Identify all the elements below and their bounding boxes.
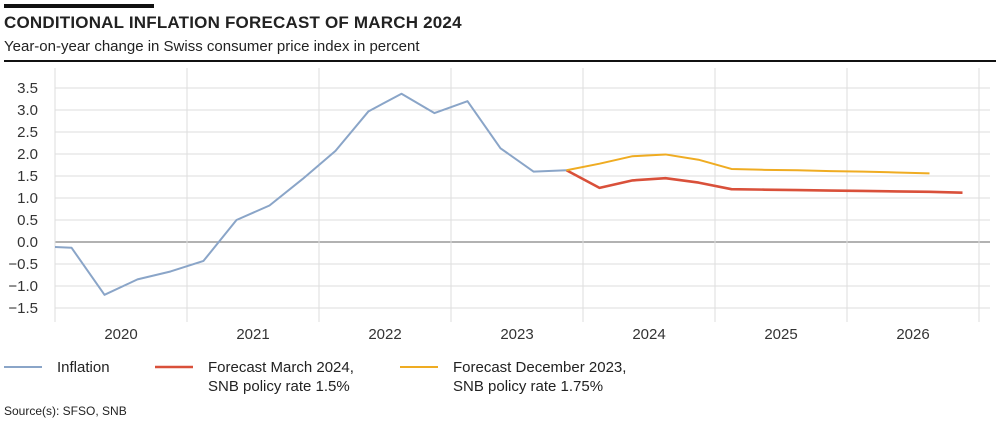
y-tick-label: 3.5 [17,80,38,97]
chart-subtitle: Year-on-year change in Swiss consumer pr… [4,38,420,55]
series-line-0 [55,92,567,296]
y-tick-label: −1.5 [8,300,38,317]
x-tick-label: 2022 [368,326,401,343]
y-tick-label: 0.0 [17,234,38,251]
legend-label-1: Forecast March 2024, [208,359,354,376]
series-line-1 [565,169,963,195]
x-tick-label: 2020 [104,326,137,343]
x-tick-label: 2021 [236,326,269,343]
legend-label-2: Forecast December 2023, [453,359,626,376]
y-tick-label: −0.5 [8,256,38,273]
series-line-2 [566,153,930,175]
x-tick-label: 2024 [632,326,665,343]
title-rule [4,60,996,62]
y-tick-label: 1.0 [17,190,38,207]
y-tick-label: 2.5 [17,124,38,141]
x-tick-label: 2025 [764,326,797,343]
legend-label-line2-1: SNB policy rate 1.5% [208,378,350,395]
source-note: Source(s): SFSO, SNB [4,404,127,418]
x-tick-label: 2026 [896,326,929,343]
y-tick-label: −1.0 [8,278,38,295]
y-tick-label: 0.5 [17,212,38,229]
y-tick-label: 3.0 [17,102,38,119]
top-accent-bar [4,4,154,8]
legend-label-line2-2: SNB policy rate 1.75% [453,378,603,395]
y-tick-label: 1.5 [17,168,38,185]
y-tick-label: 2.0 [17,146,38,163]
x-tick-label: 2023 [500,326,533,343]
legend-label-0: Inflation [57,359,110,376]
chart-title: CONDITIONAL INFLATION FORECAST OF MARCH … [4,13,462,32]
